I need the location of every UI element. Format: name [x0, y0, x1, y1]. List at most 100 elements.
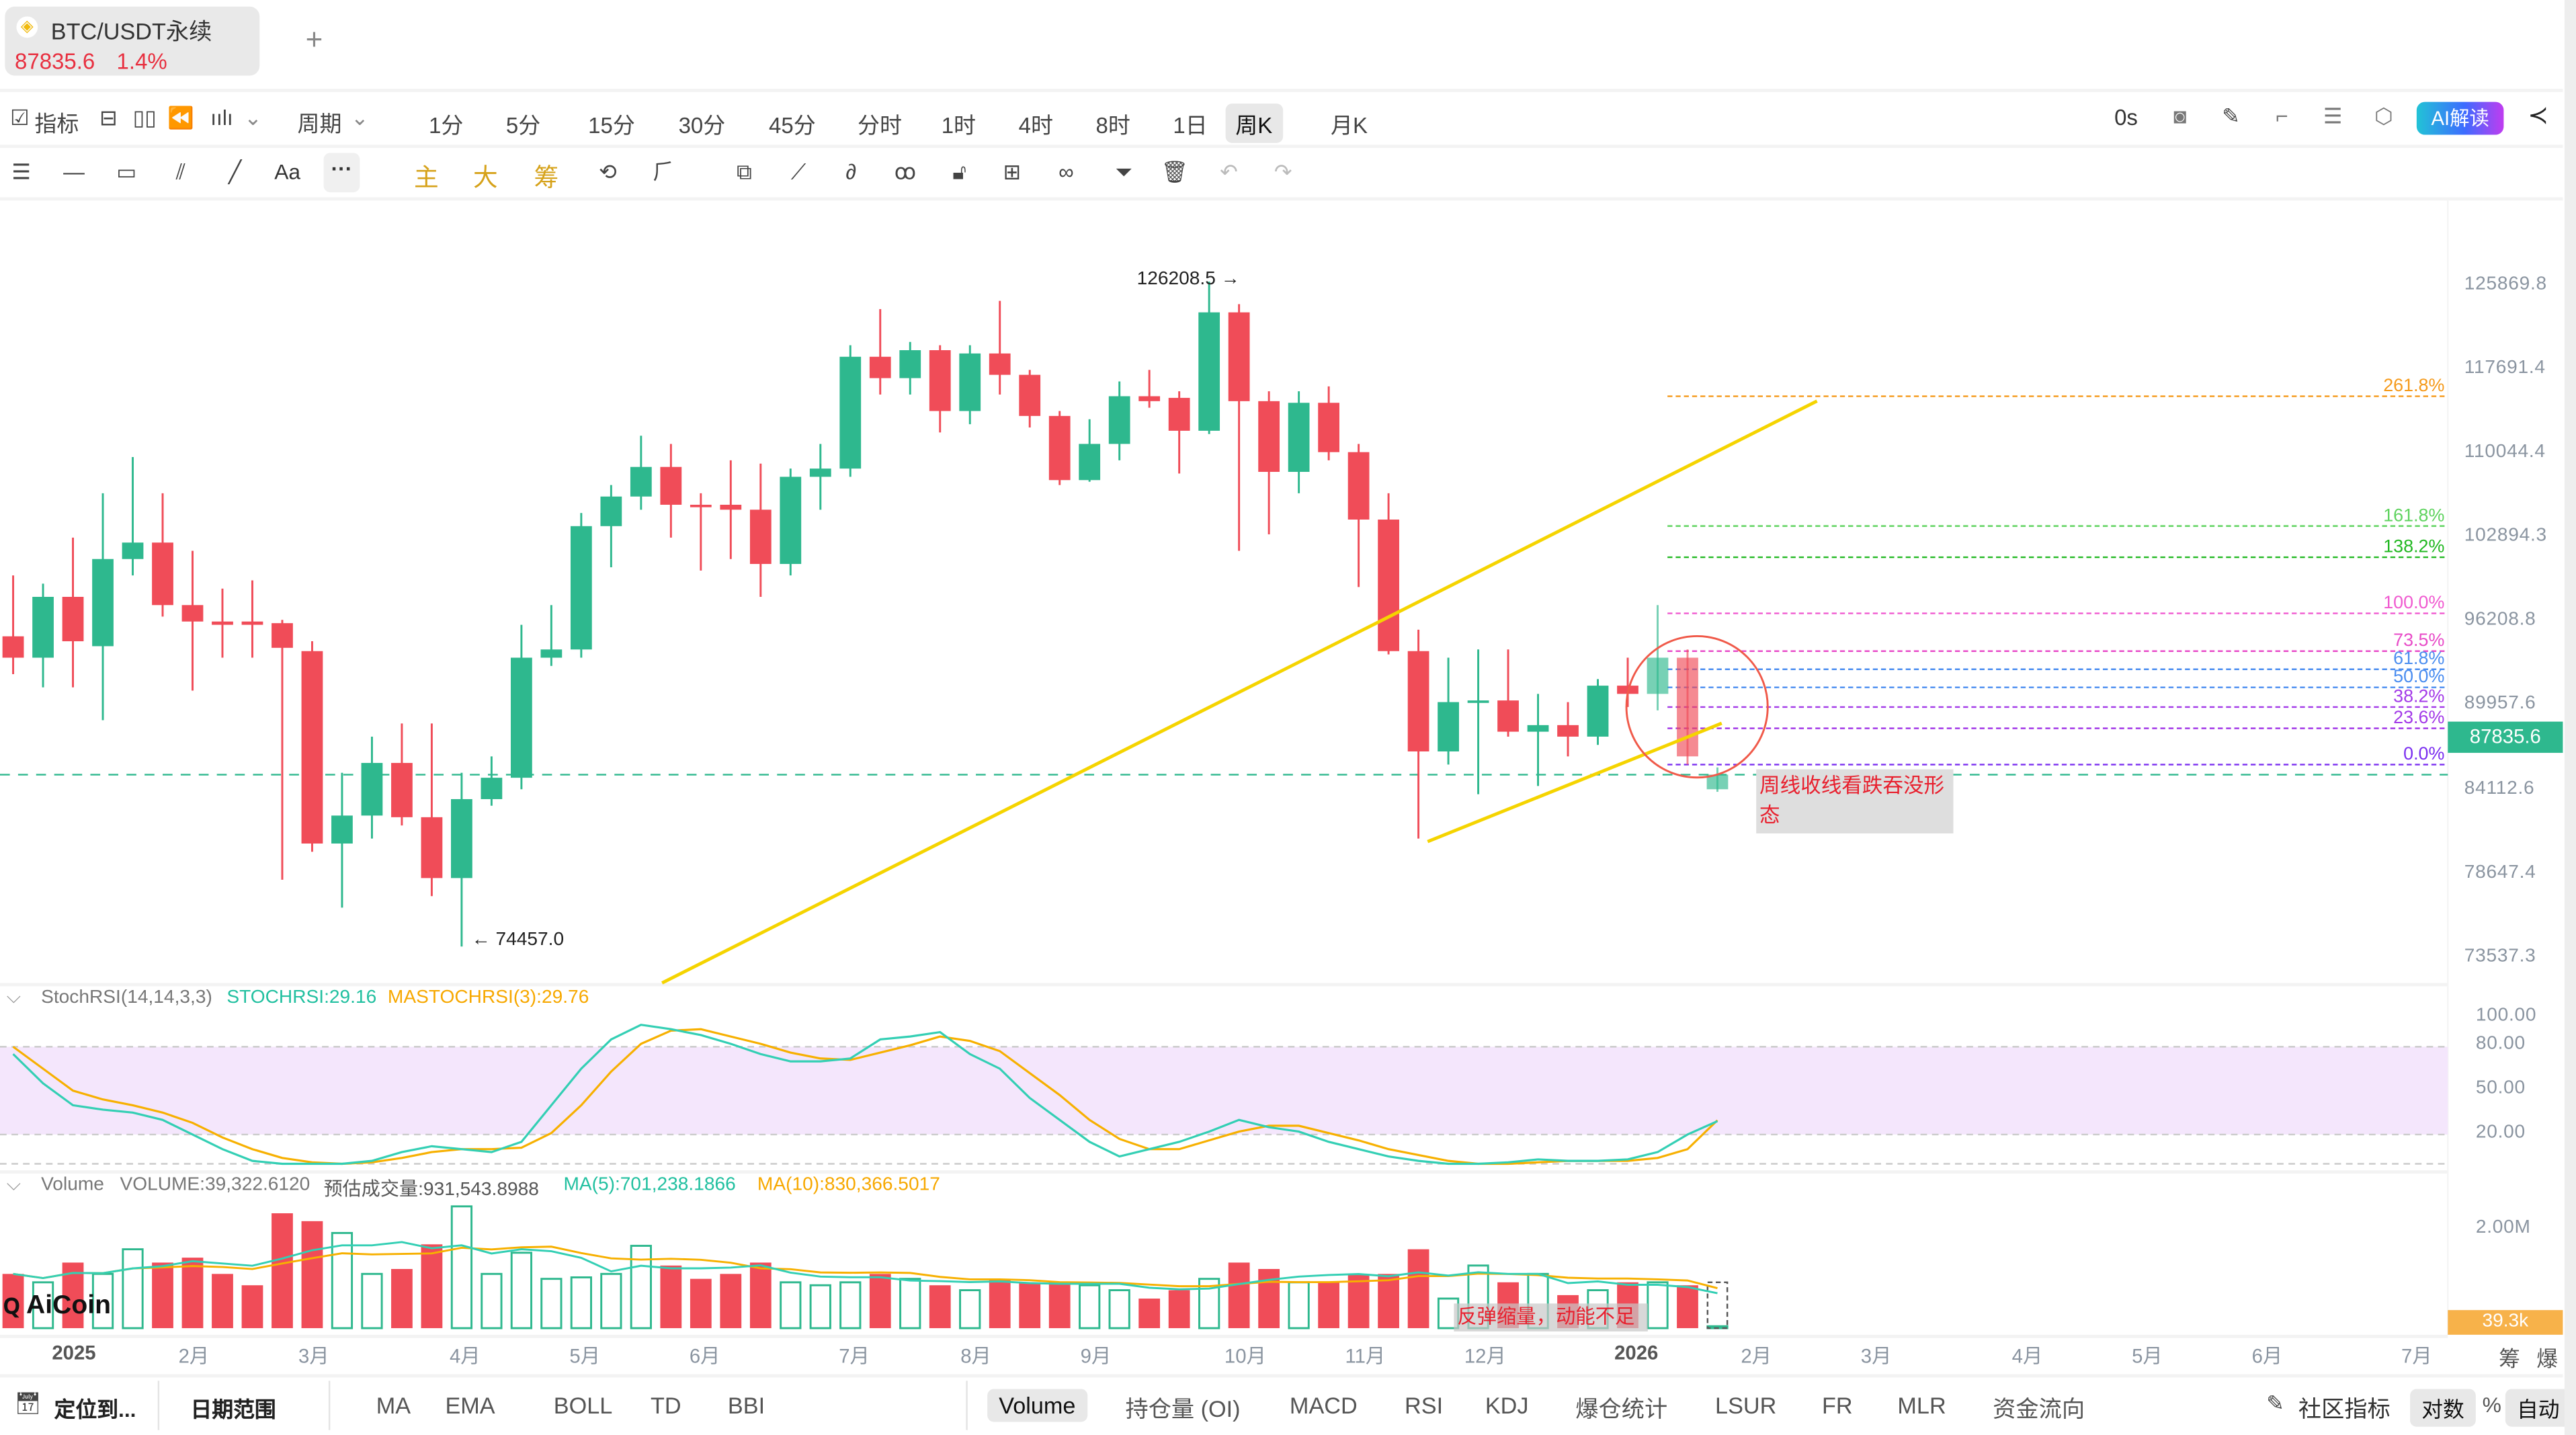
- interval-9[interactable]: 8时: [1095, 113, 1130, 138]
- candle-up: [1706, 774, 1729, 790]
- chevron-down-icon[interactable]: ⌄: [351, 105, 369, 130]
- menu-icon[interactable]: ☰: [11, 159, 32, 184]
- lock-icon[interactable]: 🔓︎: [952, 159, 966, 184]
- undo-icon[interactable]: ↶: [1220, 159, 1238, 184]
- sub-indicator-9[interactable]: MLR: [1897, 1392, 1946, 1419]
- link-icon[interactable]: ∞: [1058, 159, 1074, 184]
- main-indicator-ma[interactable]: MA: [376, 1392, 411, 1419]
- measure-icon[interactable]: ⺁: [653, 159, 675, 184]
- interval-3[interactable]: 15分: [588, 113, 635, 138]
- chevron-down-icon[interactable]: ⌄: [244, 105, 262, 130]
- auto-scale-toggle[interactable]: 自动: [2505, 1389, 2571, 1427]
- locate-button[interactable]: 定位到...: [54, 1397, 136, 1422]
- sub-indicator-10[interactable]: 资金流向: [1993, 1395, 2085, 1422]
- pencil-icon[interactable]: ✎: [2222, 104, 2240, 128]
- settings-icon[interactable]: ⬡: [2374, 104, 2393, 128]
- candle-up: [809, 468, 831, 477]
- chart-type-icon[interactable]: ıılı: [210, 105, 233, 130]
- main-indicator-ema[interactable]: EMA: [445, 1392, 495, 1419]
- magnet-icon[interactable]: ∂: [845, 159, 857, 184]
- horizontal-line-icon[interactable]: —: [63, 159, 85, 184]
- text-tool[interactable]: Aa: [274, 159, 301, 184]
- trendline-icon[interactable]: ╱: [228, 159, 242, 184]
- period-dropdown[interactable]: 周期: [297, 112, 342, 136]
- percent-scale-toggle[interactable]: %: [2482, 1392, 2501, 1418]
- sub-indicator-7[interactable]: LSUR: [1715, 1392, 1777, 1419]
- sub-indicator-8[interactable]: FR: [1821, 1392, 1853, 1419]
- ai-interpret-button[interactable]: AI解读: [2416, 101, 2504, 135]
- pattern-annotation[interactable]: 周线收线看跌吞没形态: [1756, 769, 1954, 833]
- fib-level-label: 138.2%: [2383, 537, 2445, 558]
- more-tools-button[interactable]: ···: [323, 153, 360, 193]
- interval-6[interactable]: 分时: [858, 113, 903, 138]
- template-icon[interactable]: ⊟: [99, 105, 118, 130]
- sub-indicator-6[interactable]: 爆仓统计: [1575, 1395, 1668, 1422]
- collapse-icon[interactable]: ⌵: [6, 987, 22, 1008]
- volume-current-tag: 39.3k: [2448, 1310, 2563, 1335]
- copy-icon[interactable]: ⧉: [736, 159, 752, 184]
- volume-bar-down: [720, 1274, 742, 1329]
- add-tab-button[interactable]: +: [305, 23, 323, 56]
- redo-icon[interactable]: ↷: [1274, 159, 1292, 184]
- filter-icon[interactable]: ⏷: [1115, 159, 1132, 184]
- sync-icon[interactable]: ⟲: [599, 159, 617, 184]
- interval-4[interactable]: 30分: [678, 113, 726, 138]
- symbol-tab[interactable]: ◈ BTC/USDT永续 87835.6 1.4%: [5, 6, 260, 76]
- time-axis-label: 2月: [178, 1344, 210, 1368]
- sub-indicator-2[interactable]: 持仓量 (OI): [1125, 1395, 1241, 1422]
- share-icon[interactable]: ≺: [2528, 101, 2549, 130]
- current-price-tag: 87835.6: [2448, 721, 2563, 753]
- volume-bar-down: [1318, 1282, 1340, 1329]
- symbol-price: 87835.6: [15, 49, 95, 75]
- interval-8[interactable]: 4时: [1018, 113, 1053, 138]
- interval-10[interactable]: 1日: [1173, 113, 1208, 138]
- scrollbar[interactable]: [2564, 0, 2576, 1435]
- indicator-icon[interactable]: ☑: [10, 105, 30, 130]
- main-indicator-td[interactable]: TD: [651, 1392, 681, 1419]
- chip-distribution-tool[interactable]: 筹: [534, 164, 559, 193]
- date-range-button[interactable]: 日期范围: [190, 1397, 276, 1422]
- ruler-icon[interactable]: ⟋: [790, 159, 806, 184]
- interval-5[interactable]: 45分: [769, 113, 816, 138]
- collapse-icon[interactable]: ⌵: [6, 1175, 22, 1195]
- edit-icon[interactable]: ✎: [2266, 1390, 2284, 1416]
- log-scale-toggle[interactable]: 对数: [2410, 1389, 2476, 1427]
- parallel-channel-icon[interactable]: ⫽: [175, 159, 185, 184]
- volume-bar-down: [272, 1213, 293, 1329]
- trash-icon[interactable]: 🗑︎: [1161, 159, 1188, 184]
- list-icon[interactable]: ☰: [2323, 104, 2343, 128]
- price-axis-label: 102894.3: [2464, 526, 2547, 546]
- community-indicators-button[interactable]: 社区指标: [2298, 1395, 2391, 1422]
- sub-indicator-3[interactable]: MACD: [1289, 1392, 1358, 1419]
- big-order-tool[interactable]: 大: [473, 164, 498, 193]
- interval-2[interactable]: 5分: [505, 113, 541, 138]
- chip-toggle[interactable]: 筹: [2499, 1346, 2520, 1371]
- candle-up: [510, 657, 532, 778]
- rectangle-icon[interactable]: ▭: [116, 159, 137, 184]
- interval-11[interactable]: 周K: [1225, 104, 1282, 143]
- main-indicator-boll[interactable]: BOLL: [553, 1392, 613, 1419]
- interval-12[interactable]: 月K: [1331, 113, 1368, 138]
- candle-up: [92, 559, 114, 647]
- visibility-icon[interactable]: ꝏ: [894, 159, 917, 184]
- volume-annotation[interactable]: 反弹缩量，动能不足: [1454, 1303, 1648, 1331]
- sub-indicator-1[interactable]: Volume: [987, 1389, 1087, 1422]
- price-axis-label: 89957.6: [2464, 694, 2536, 714]
- replay-icon[interactable]: ⏪: [167, 105, 194, 130]
- indicator-button[interactable]: 指标: [34, 112, 79, 136]
- sub-indicator-4[interactable]: RSI: [1405, 1392, 1444, 1419]
- fullscreen-icon[interactable]: ⌐: [2276, 104, 2288, 128]
- template-save-icon[interactable]: ⊞: [1003, 159, 1022, 184]
- layout-icon[interactable]: ▯▯: [132, 105, 157, 130]
- calendar-icon[interactable]: 📅︎: [14, 1390, 42, 1416]
- liquidation-toggle[interactable]: 爆: [2536, 1346, 2559, 1371]
- main-indicator-bbi[interactable]: BBI: [727, 1392, 765, 1419]
- camera-icon[interactable]: ◙: [2173, 104, 2187, 128]
- stochrsi-k-line: [12, 1024, 1718, 1165]
- interval-7[interactable]: 1时: [941, 113, 977, 138]
- sub-indicator-5[interactable]: KDJ: [1485, 1392, 1529, 1419]
- volume-bar-up: [1108, 1289, 1130, 1329]
- interval-1[interactable]: 1分: [429, 113, 464, 138]
- main-chart-tool[interactable]: 主: [414, 164, 439, 193]
